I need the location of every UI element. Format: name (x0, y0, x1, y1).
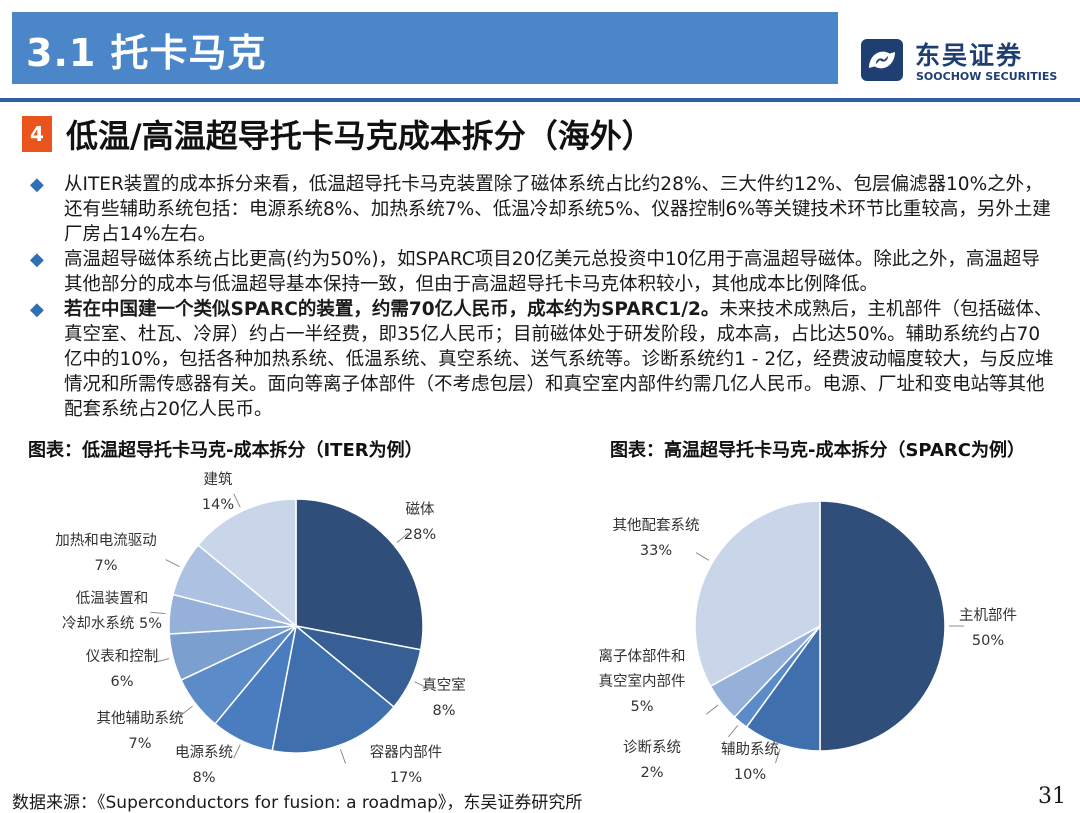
logo-name-cn: 东吴证券 (915, 41, 1024, 70)
bullet-item: ◆ 高温超导磁体系统占比更高(约为50%)，如SPARC项目20亿美元总投资中1… (28, 247, 1058, 297)
slice-label: 离子体部件和 (599, 648, 686, 665)
pie-slice (295, 498, 424, 651)
leader-line (339, 749, 347, 764)
slice-value: 17% (390, 770, 422, 786)
pie-slice (819, 500, 946, 752)
bullet-text: 从ITER装置的成本拆分来看，低温超导托卡马克装置除了磁体系统占比约28%、三大… (64, 174, 1051, 245)
leader-line (233, 744, 241, 759)
pie-slice (197, 498, 297, 628)
header-divider (0, 98, 1080, 102)
diamond-bullet-icon: ◆ (30, 174, 44, 195)
slice-label: 加热和电流驱动 (55, 532, 157, 549)
leader-line (414, 681, 429, 689)
pie-slice (271, 624, 395, 754)
leader-line (775, 748, 781, 764)
logo-name-en: SOOCHOW SECURITIES (916, 70, 1058, 83)
slice-label: 容器内部件 (370, 744, 443, 761)
slice-label: 主机部件 (959, 607, 1017, 624)
header-bar (12, 12, 838, 84)
slice-value: 6% (110, 674, 133, 690)
slide-number-badge: 4 (22, 116, 52, 152)
slice-label: 冷却水系统 5% (62, 615, 162, 632)
page-number: 31 (1038, 784, 1066, 809)
slice-label: 真空室 (422, 676, 466, 694)
slice-label: 建筑 (204, 471, 233, 488)
bullet-bold-text: 若在中国建一个类似SPARC的装置，约需70亿人民币，成本约为SPARC1/2。 (64, 299, 720, 320)
leader-line (154, 658, 170, 663)
slice-value: 50% (972, 633, 1004, 649)
section-title: 3.1 托卡马克 (26, 31, 267, 75)
pie-slice (694, 500, 821, 688)
leader-line (727, 725, 739, 738)
slice-label: 真空室内部件 (599, 672, 686, 690)
diamond-bullet-icon: ◆ (30, 299, 44, 320)
bullet-item: ◆ 从ITER装置的成本拆分来看，低温超导托卡马克装置除了磁体系统占比约28%、… (28, 172, 1058, 247)
slice-value: 28% (404, 527, 436, 543)
pie-slice (745, 623, 821, 752)
leader-line (150, 611, 166, 615)
slice-label: 辅助系统 (721, 741, 779, 758)
leader-line (165, 559, 180, 567)
bullet-text: 未来技术成熟后，主机部件（包括磁体、真空室、杜瓦、冷屏）约占一半经费，即35亿人… (64, 299, 1054, 420)
slice-value: 5% (630, 699, 653, 715)
leader-line (396, 532, 409, 543)
slice-value: 33% (640, 543, 672, 559)
bullet-item: ◆ 若在中国建一个类似SPARC的装置，约需70亿人民币，成本约为SPARC1/… (28, 297, 1058, 422)
slice-label: 诊断系统 (623, 739, 681, 756)
slice-value: 7% (128, 736, 151, 752)
slide-subtitle: 低温/高温超导托卡马克成本拆分（海外） (66, 117, 654, 155)
data-source: 数据来源：《Superconductors for fusion: a road… (12, 793, 583, 813)
leader-line (180, 705, 193, 717)
slice-value: 2% (640, 765, 663, 781)
slice-value: 14% (202, 497, 234, 513)
slice-value: 10% (734, 767, 766, 783)
chart-title-iter: 图表：低温超导托卡马克-成本拆分（ITER为例） (28, 440, 423, 461)
soochow-logo-icon (861, 39, 903, 81)
diamond-bullet-icon: ◆ (30, 249, 44, 270)
slice-label: 磁体 (406, 501, 435, 518)
leader-line (233, 493, 241, 508)
chart-title-sparc: 图表：高温超导托卡马克-成本拆分（SPARC为例） (610, 440, 1025, 461)
leader-line (705, 704, 719, 715)
slice-label: 仪表和控制 (86, 648, 159, 665)
slice-value: 7% (94, 558, 117, 574)
leader-line (695, 552, 710, 561)
slice-label: 其他配套系统 (613, 517, 700, 534)
bullet-list: ◆ 从ITER装置的成本拆分来看，低温超导托卡马克装置除了磁体系统占比约28%、… (28, 172, 1058, 422)
slice-label: 其他辅助系统 (97, 710, 184, 727)
company-logo: 东吴证券 SOOCHOW SECURITIES (860, 34, 1060, 86)
bullet-text: 高温超导磁体系统占比更高(约为50%)，如SPARC项目20亿美元总投资中10亿… (64, 249, 1040, 295)
slice-label: 电源系统 (175, 744, 233, 761)
slice-value: 8% (432, 703, 455, 719)
slice-value: 8% (192, 770, 215, 786)
slice-label: 低温装置和 (76, 590, 149, 607)
